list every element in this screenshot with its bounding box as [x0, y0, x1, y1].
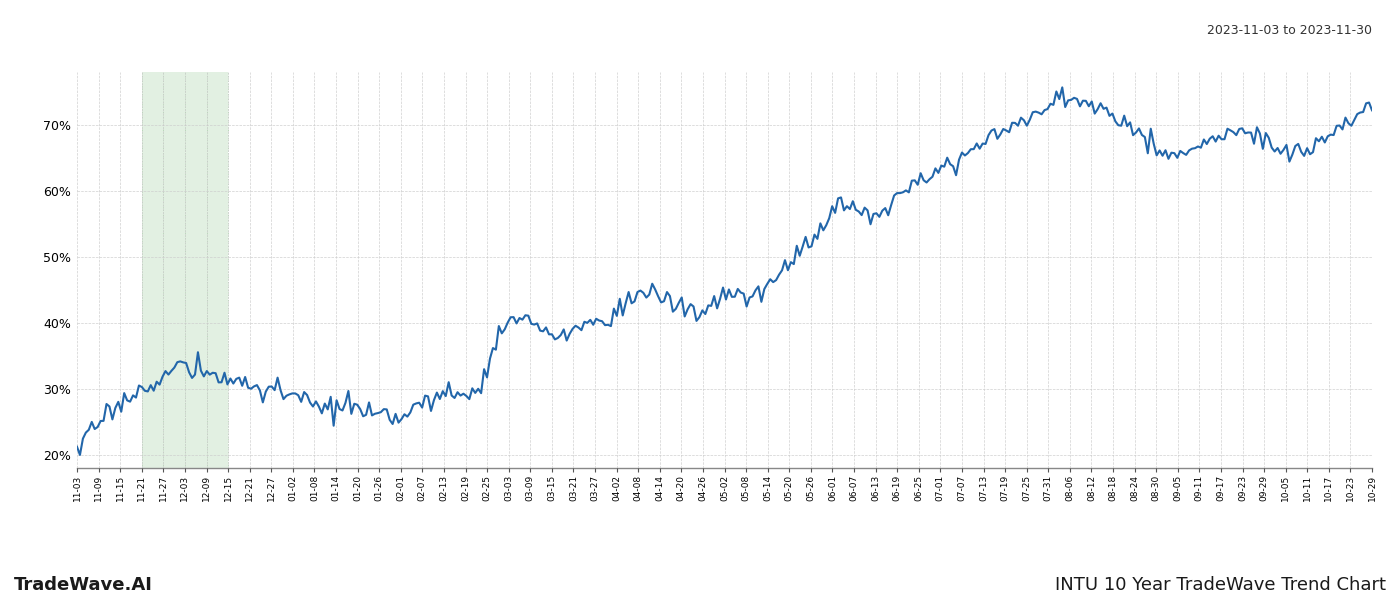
Bar — [141, 72, 228, 468]
Text: INTU 10 Year TradeWave Trend Chart: INTU 10 Year TradeWave Trend Chart — [1056, 576, 1386, 594]
Text: 2023-11-03 to 2023-11-30: 2023-11-03 to 2023-11-30 — [1207, 24, 1372, 37]
Text: TradeWave.AI: TradeWave.AI — [14, 576, 153, 594]
